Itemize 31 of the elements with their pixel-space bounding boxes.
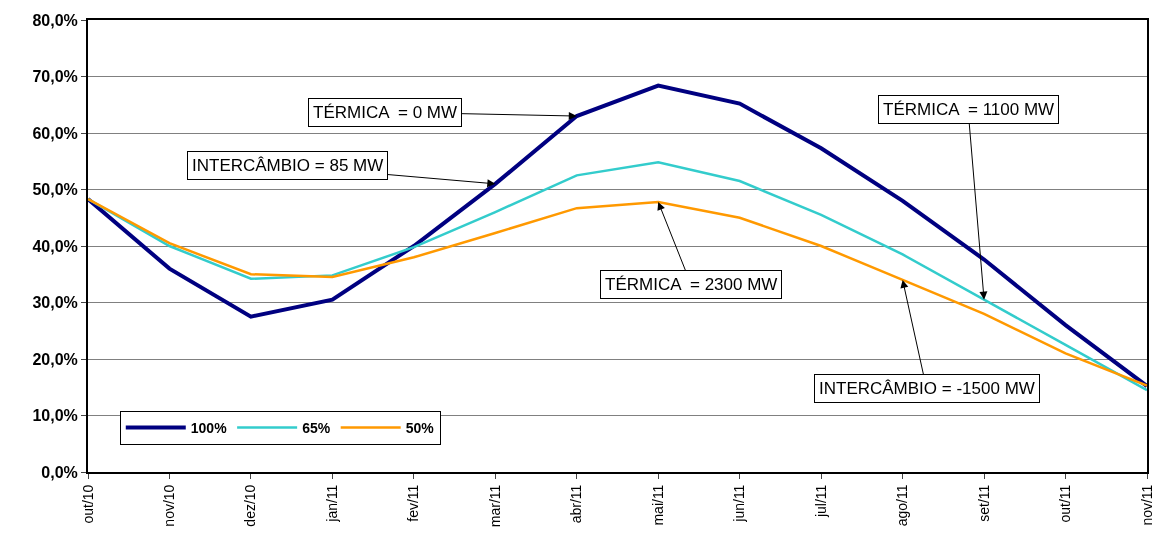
y-tick-label: 80,0% — [32, 11, 78, 29]
y-tick-label: 0,0% — [41, 463, 78, 481]
annotation: INTERCÂMBIO = 85 MW — [192, 156, 384, 175]
y-tick-label: 60,0% — [32, 124, 78, 142]
x-tick-label: out/10 — [79, 484, 96, 524]
x-tick-label: abr/11 — [568, 484, 585, 524]
legend-label: 50% — [405, 419, 435, 436]
x-tick-label: nov/10 — [161, 484, 178, 527]
y-tick-label: 70,0% — [32, 68, 78, 86]
x-tick-label: jul/11 — [812, 484, 829, 519]
annotation: TÉRMICA = 0 MW — [313, 103, 458, 122]
x-tick-label: jun/11 — [731, 484, 748, 523]
x-tick-label: ago/11 — [894, 484, 911, 527]
annotation: INTERCÂMBIO = -1500 MW — [819, 379, 1035, 398]
annotation: TÉRMICA = 2300 MW — [605, 275, 778, 294]
legend-label: 100% — [190, 419, 228, 436]
x-tick-label: fev/11 — [405, 484, 422, 522]
y-tick-label: 20,0% — [32, 350, 78, 368]
x-tick-label: jan/11 — [323, 484, 340, 523]
x-tick-label: out/11 — [1057, 484, 1074, 523]
y-tick-label: 40,0% — [32, 237, 78, 255]
y-tick-label: 50,0% — [32, 181, 78, 199]
x-tick-label: set/11 — [975, 484, 992, 522]
legend-label: 65% — [302, 419, 331, 436]
y-tick-label: 30,0% — [32, 294, 78, 312]
x-tick-label: dez/10 — [242, 484, 259, 527]
y-tick-label: 10,0% — [32, 407, 78, 425]
x-tick-label: mai/11 — [649, 484, 666, 526]
x-tick-label: mar/11 — [486, 484, 503, 528]
annotation: TÉRMICA = 1100 MW — [883, 100, 1055, 119]
x-tick-label: nov/11 — [1138, 484, 1155, 526]
